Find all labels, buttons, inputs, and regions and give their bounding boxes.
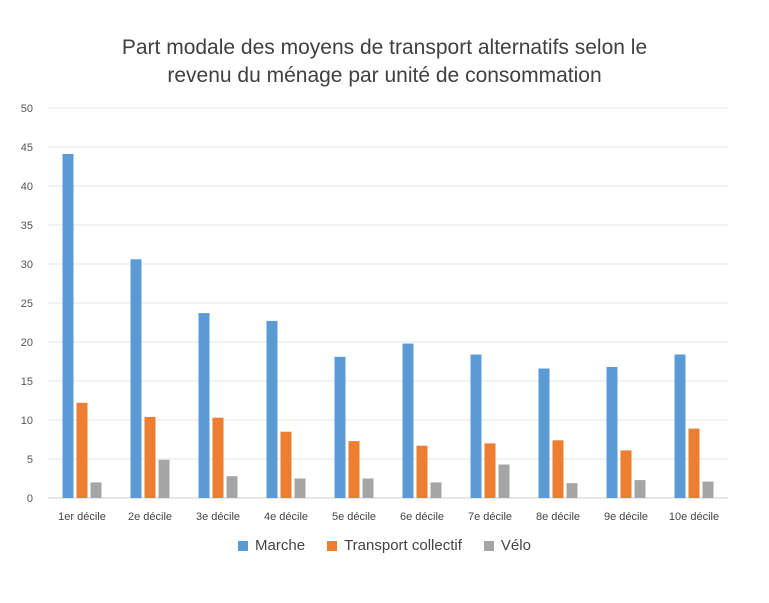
bar-velo-1 [90, 482, 102, 498]
chart-title-line-2: revenu du ménage par unité de consommati… [167, 64, 602, 87]
y-tick-label: 25 [21, 298, 33, 310]
bar-transport-collectif-10 [688, 428, 700, 498]
x-category-label: 7e décile [468, 511, 512, 523]
bar-velo-2 [158, 459, 170, 498]
bar-marche-6 [402, 343, 414, 498]
x-category-label: 3e décile [196, 511, 240, 523]
legend-item: Marche [238, 537, 305, 554]
bar-transport-collectif-9 [620, 450, 632, 498]
bar-velo-8 [566, 483, 578, 498]
legend-label: Vélo [500, 537, 531, 554]
y-tick-label: 30 [21, 259, 33, 271]
x-category-label: 4e décile [264, 511, 308, 523]
legend-item: Transport collectif [327, 537, 462, 554]
legend-swatch [238, 540, 249, 551]
bar-transport-collectif-8 [552, 440, 564, 498]
y-tick-label: 5 [27, 454, 33, 466]
bar-marche-3 [198, 313, 210, 498]
bar-velo-3 [226, 476, 238, 498]
bar-marche-10 [674, 354, 686, 498]
y-tick-label: 20 [21, 337, 33, 349]
legend-swatch [483, 540, 494, 551]
x-category-label: 5e décile [332, 511, 376, 523]
legend-swatch [327, 540, 338, 551]
bar-marche-8 [538, 368, 550, 498]
chart-legend: Marche Transport collectif Vélo [0, 537, 769, 554]
bar-transport-collectif-5 [348, 441, 360, 498]
y-tick-label: 50 [21, 103, 33, 115]
x-category-label: 10e décile [669, 511, 719, 523]
bar-transport-collectif-1 [76, 402, 88, 498]
bar-marche-4 [266, 320, 278, 498]
legend-label: Marche [255, 537, 306, 554]
y-axis-ticks: 0 5 10 15 20 25 30 35 40 45 50 [21, 103, 33, 505]
x-category-label: 6e décile [400, 511, 444, 523]
x-category-label: 2e décile [128, 511, 172, 523]
bar-velo-6 [430, 482, 442, 498]
chart-title-line-1: Part modale des moyens de transport alte… [121, 36, 648, 59]
bar-transport-collectif-6 [416, 445, 428, 498]
y-tick-label: 15 [21, 376, 33, 388]
bar-transport-collectif-7 [484, 443, 496, 498]
y-tick-label: 10 [21, 415, 33, 427]
bar-velo-10 [702, 481, 714, 498]
bar-marche-7 [470, 354, 482, 498]
y-tick-label: 40 [21, 181, 33, 193]
x-axis-categories: 1er décile 2e décile 3e décile 4e décile 5e … [58, 511, 719, 523]
bar-transport-collectif-2 [144, 416, 156, 498]
bar-transport-collectif-4 [280, 431, 292, 498]
legend-label: Transport collectif [344, 537, 462, 554]
bar-velo-9 [634, 480, 646, 498]
y-tick-label: 0 [27, 493, 33, 505]
bar-marche-1 [62, 154, 74, 498]
bar-marche-2 [130, 259, 142, 498]
y-tick-label: 35 [21, 220, 33, 232]
x-category-label: 8e décile [536, 511, 580, 523]
bars [62, 154, 714, 498]
x-category-label: 1er décile [58, 511, 106, 523]
bar-velo-7 [498, 464, 510, 498]
bar-transport-collectif-3 [212, 417, 224, 498]
bar-velo-5 [362, 478, 374, 498]
bar-marche-5 [334, 356, 346, 498]
y-tick-label: 45 [21, 142, 33, 154]
legend-item: Vélo [483, 537, 531, 554]
bar-velo-4 [294, 478, 306, 498]
x-category-label: 9e décile [604, 511, 648, 523]
bar-marche-9 [606, 367, 618, 498]
